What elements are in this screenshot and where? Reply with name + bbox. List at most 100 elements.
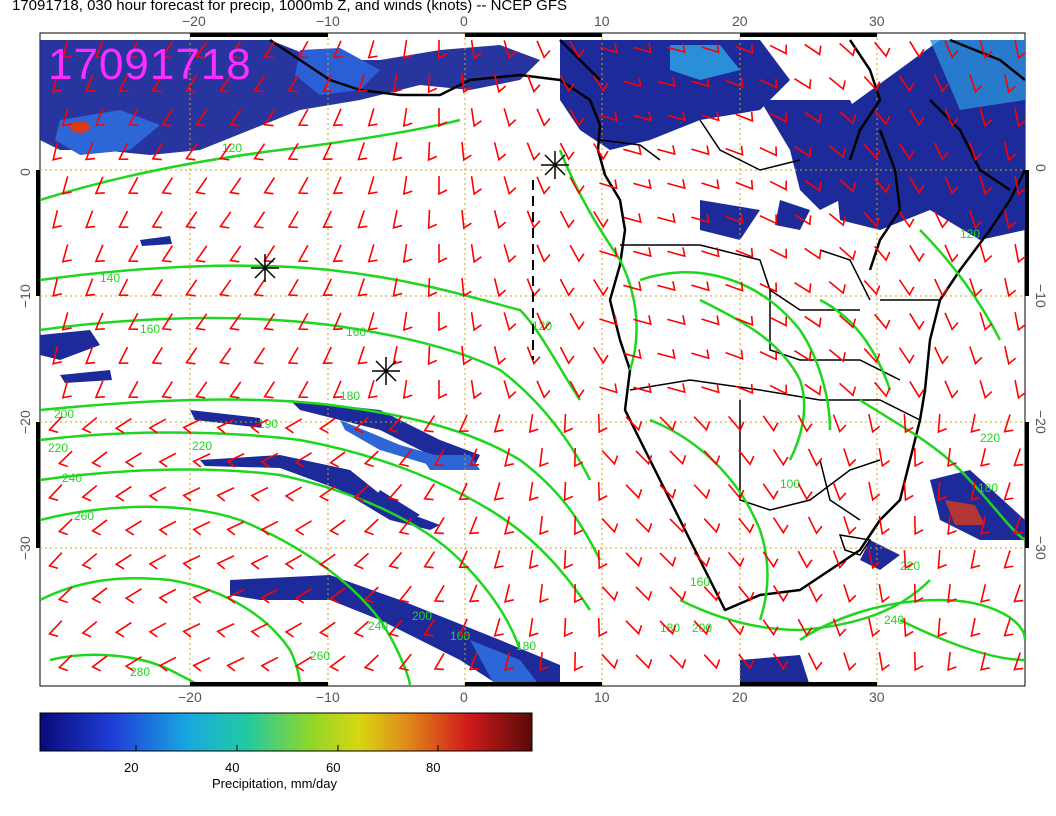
wind-barb [493,346,507,366]
wind-barb [759,146,778,157]
wind-barb [536,40,551,59]
wind-barb [284,554,303,570]
wind-barb [503,244,517,264]
wind-barb [57,586,73,604]
wind-barb [769,44,787,55]
wind-barb [81,417,98,434]
wind-barb [161,313,174,331]
wind-barb [759,78,778,89]
wind-barb [470,39,482,60]
wind-barb [1013,584,1024,603]
wind-barb [969,346,983,366]
wind-barb [873,245,891,262]
wind-barb [574,651,584,672]
wind-barb [913,515,924,536]
wind-barb [772,653,789,671]
wind-barb [559,210,575,229]
wind-barb [84,210,96,229]
wind-barb [297,244,309,263]
wind-barb [114,553,132,570]
wind-barb [944,244,959,263]
wind-barb [693,552,711,568]
wind-barb [933,74,949,93]
wind-barb [114,485,132,502]
wind-barb [226,453,245,468]
wind-barb [250,554,269,570]
wind-barb [504,584,514,603]
wind-barb [669,586,687,602]
wind-barb [461,73,472,94]
wind-barb [909,381,925,399]
wind-barb [574,447,584,468]
wind-barb [828,145,846,159]
wind-barb [61,244,72,263]
wind-barb [599,383,618,394]
wind-barb [625,552,643,568]
wind-barb [599,247,618,258]
wind-barb [633,43,652,54]
wind-barb [127,40,139,59]
wind-barb [493,482,504,501]
svg-text:120: 120 [960,227,980,241]
svg-text:−10: −10 [316,13,340,29]
wind-barb [794,78,812,90]
wind-barb [192,589,211,604]
wind-barb [114,621,132,638]
lon-tick-labels-bottom: −20 −10 0 10 20 30 [178,689,885,705]
wind-barb [219,211,232,229]
wind-barb [353,484,370,502]
wind-barb [970,482,981,501]
wind-barb [195,41,208,59]
wind-barb [599,43,618,54]
wind-barb [691,77,710,88]
wind-barb [772,517,789,535]
wind-barb [332,176,343,195]
svg-text:260: 260 [74,509,94,523]
wind-barb [284,486,303,502]
wind-barb [284,622,303,638]
wind-barb [250,486,269,502]
wind-barb [94,108,105,127]
wind-barb [691,281,710,292]
wind-barb [294,656,312,672]
wind-barb [657,281,676,292]
wind-barb [195,109,208,127]
wind-barb [1003,550,1014,569]
wind-barb [353,620,370,638]
wind-barb [593,347,609,365]
wind-barb [357,278,368,297]
wind-barb [937,481,947,502]
wind-barb [843,584,857,604]
wind-barb [563,413,574,434]
wind-barb [804,315,822,328]
wind-barb [536,312,551,331]
wind-barb [703,586,721,602]
wind-barb [980,652,991,671]
wind-barb [114,417,132,434]
wind-barb [294,588,312,604]
wind-barb [94,244,105,263]
wind-barb [151,347,163,365]
svg-text:−10: −10 [316,689,340,705]
wind-barb [94,380,105,399]
wind-barb [868,414,881,434]
wind-barb [863,144,881,160]
wind-barb [438,379,448,400]
wind-barb [536,380,551,399]
wind-barb [979,108,993,128]
wind-barb [832,414,847,433]
wind-barb [294,452,312,468]
wind-barb [318,553,336,570]
wind-barb [659,552,677,568]
wind-barb [438,175,448,196]
svg-text:−20: −20 [178,689,202,705]
wind-barb [263,177,276,195]
wind-barb [863,280,881,296]
svg-text:20: 20 [732,689,748,705]
wind-barb [559,74,575,93]
wind-barb [937,413,947,434]
wind-barb [363,518,379,536]
wind-barb [623,77,642,88]
svg-text:180: 180 [516,639,536,653]
wind-barb [468,584,480,603]
